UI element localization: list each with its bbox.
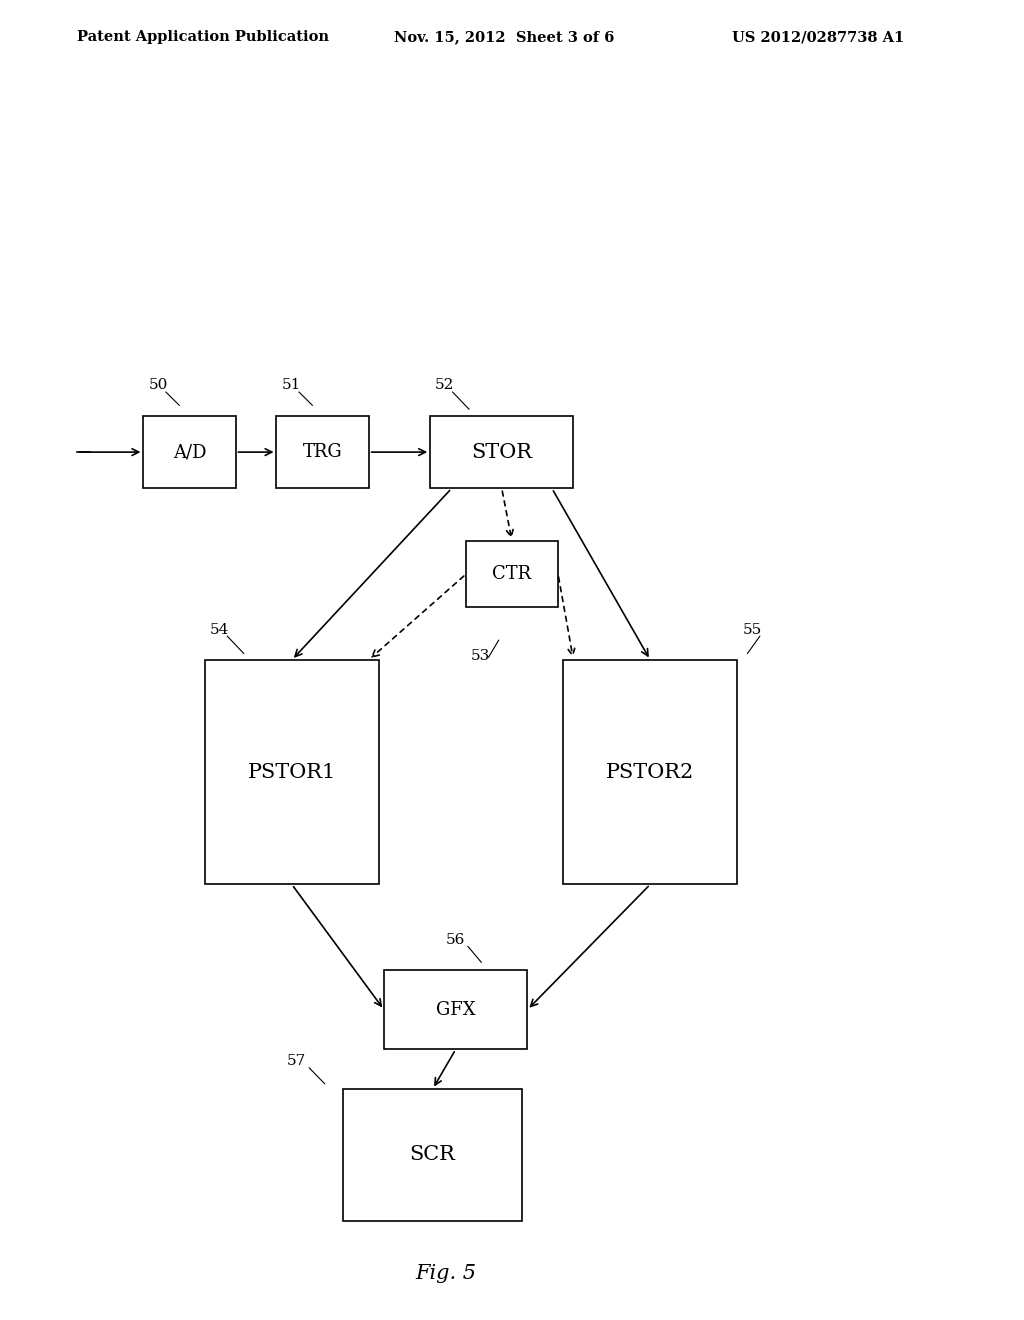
Text: TRG: TRG xyxy=(303,444,342,461)
Text: 57: 57 xyxy=(287,1055,306,1068)
Text: PSTOR2: PSTOR2 xyxy=(606,763,694,781)
Bar xyxy=(430,416,573,488)
Text: 51: 51 xyxy=(282,379,301,392)
Bar xyxy=(563,660,737,884)
Bar xyxy=(276,416,369,488)
Text: GFX: GFX xyxy=(436,1001,475,1019)
Text: 50: 50 xyxy=(148,379,168,392)
Text: STOR: STOR xyxy=(471,442,532,462)
Text: 55: 55 xyxy=(742,623,762,636)
Text: 52: 52 xyxy=(435,379,455,392)
Bar xyxy=(384,970,527,1049)
Text: SCR: SCR xyxy=(410,1146,456,1164)
Text: 53: 53 xyxy=(471,649,490,663)
Text: 54: 54 xyxy=(210,623,229,636)
Text: Patent Application Publication: Patent Application Publication xyxy=(77,30,329,45)
Bar xyxy=(466,541,558,607)
Text: PSTOR1: PSTOR1 xyxy=(248,763,336,781)
Bar xyxy=(205,660,379,884)
Text: US 2012/0287738 A1: US 2012/0287738 A1 xyxy=(732,30,904,45)
Text: CTR: CTR xyxy=(493,565,531,583)
Text: Nov. 15, 2012  Sheet 3 of 6: Nov. 15, 2012 Sheet 3 of 6 xyxy=(394,30,614,45)
Text: A/D: A/D xyxy=(173,444,206,461)
Text: Fig. 5: Fig. 5 xyxy=(415,1265,476,1283)
Text: 56: 56 xyxy=(445,933,465,946)
Bar xyxy=(143,416,236,488)
Bar xyxy=(343,1089,522,1221)
